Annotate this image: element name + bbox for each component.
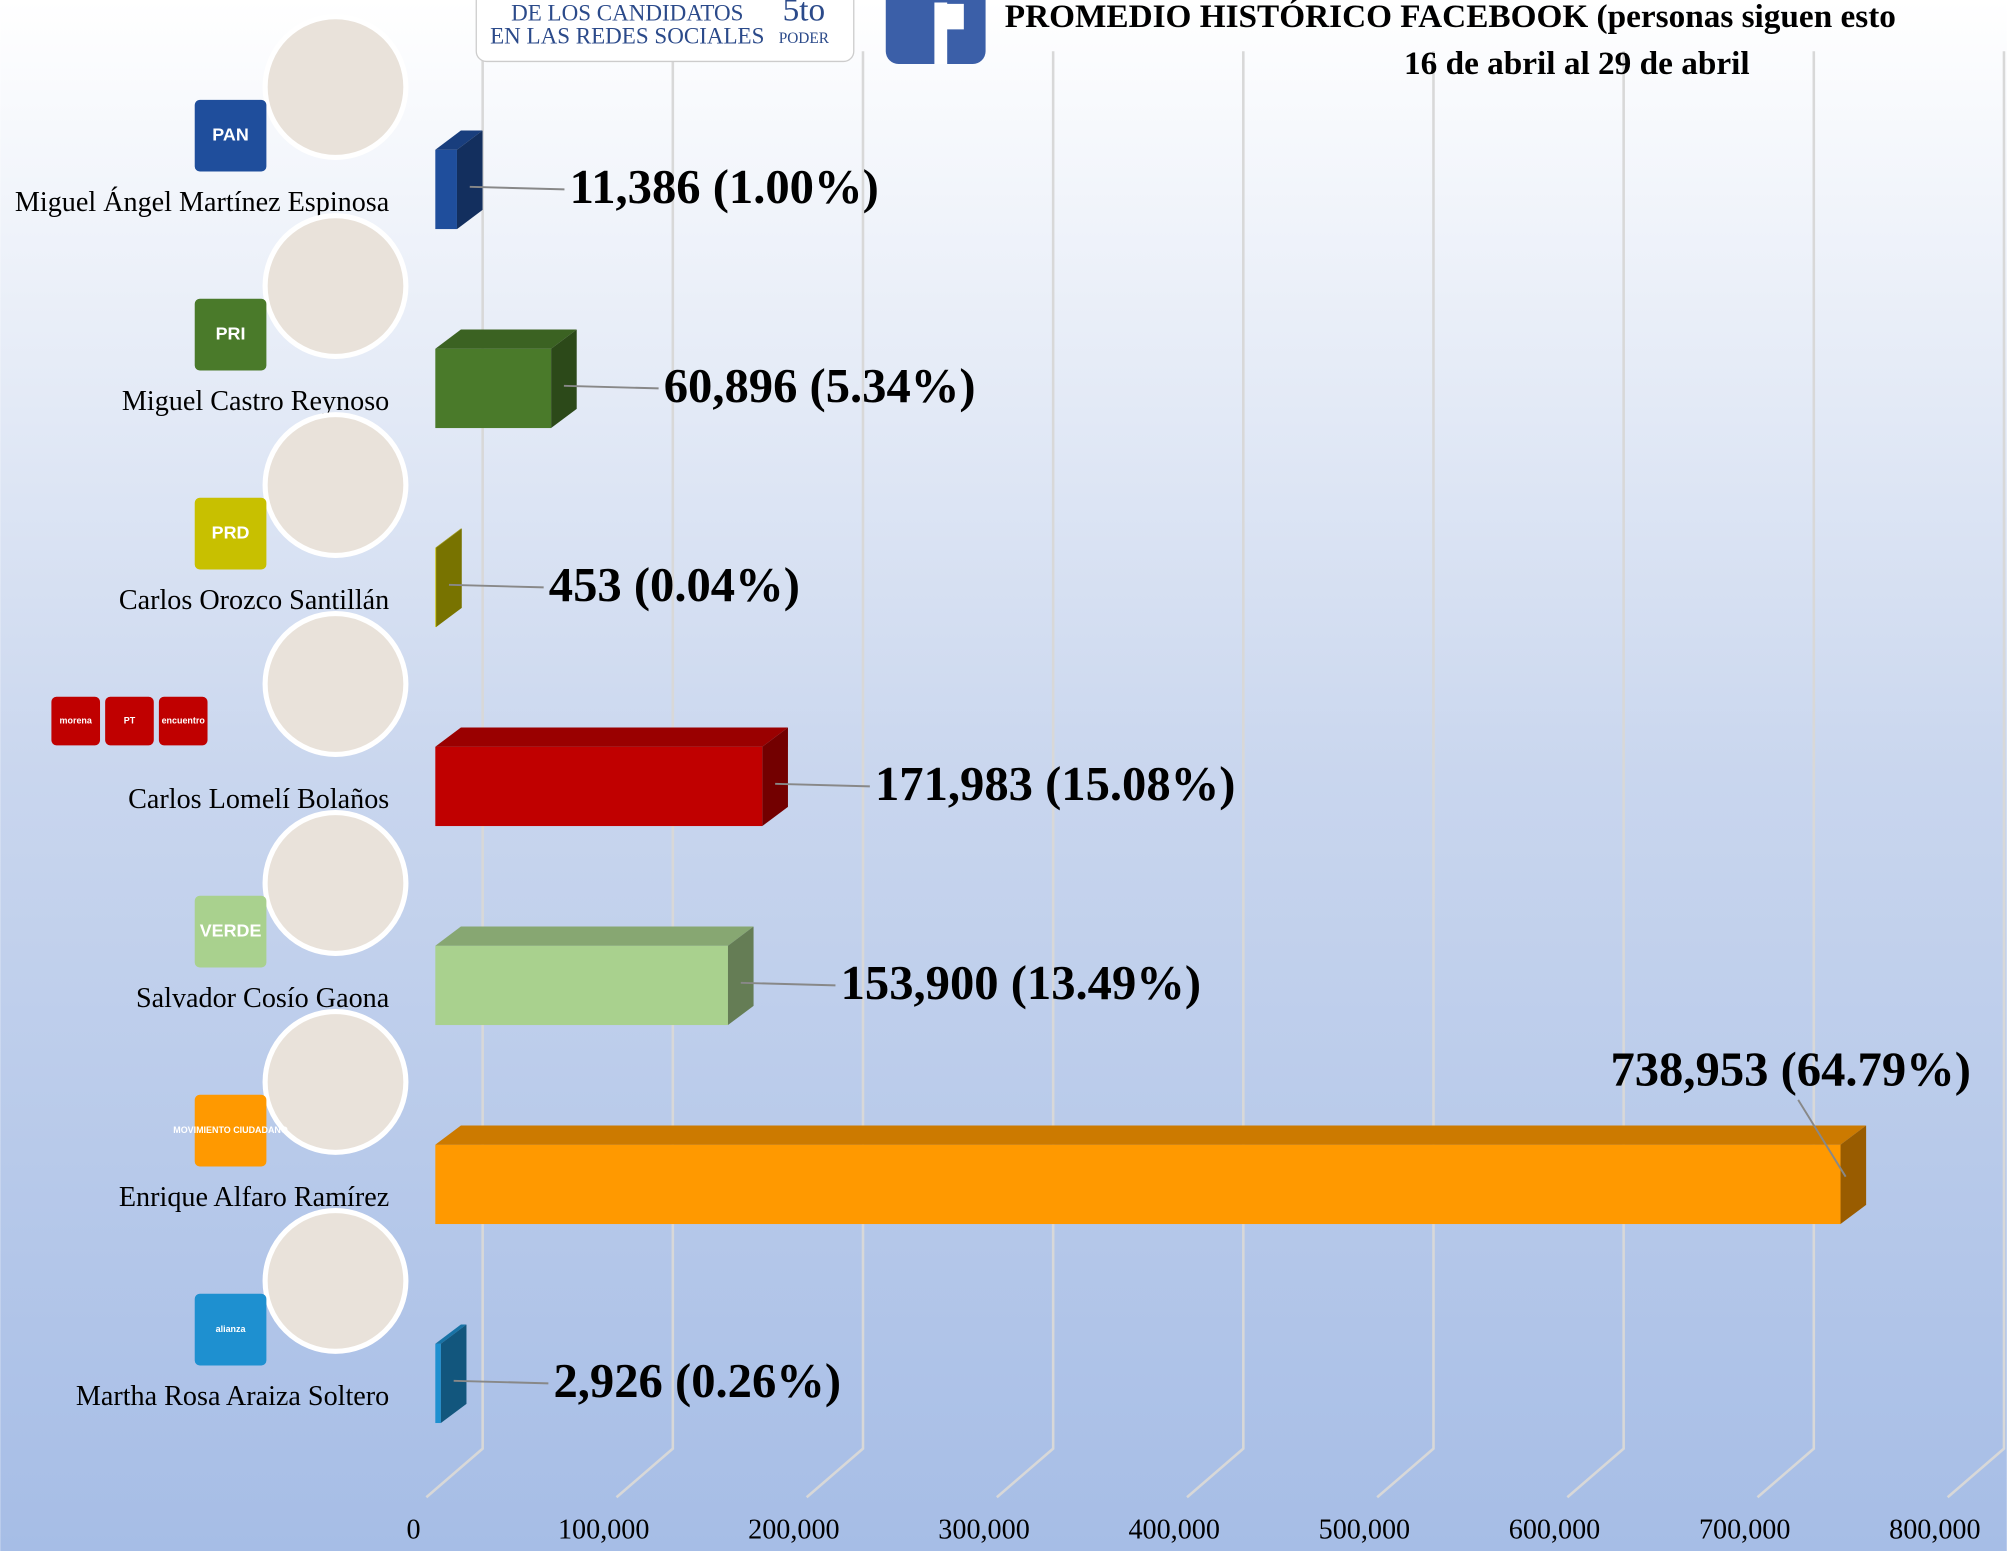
party-logo — [51, 696, 101, 746]
label-leader — [563, 384, 659, 390]
label-leader — [775, 782, 870, 788]
party-logo-text: PRI — [216, 323, 246, 343]
bar-front — [435, 1343, 441, 1424]
x-tick-label: 600,000 — [1509, 1514, 1600, 1545]
party-logo — [194, 895, 267, 968]
party-logo — [194, 99, 267, 172]
party-logo — [105, 696, 154, 746]
bar-side — [762, 727, 788, 827]
bar-top — [435, 926, 754, 946]
candidate-photo — [262, 611, 409, 757]
party-logo-text: MOVIMIENTO CIUDADANO — [173, 1125, 288, 1135]
grid-line — [805, 51, 865, 1499]
party-logo — [194, 298, 267, 371]
logo-text: DE LOS CANDIDATOS — [511, 0, 743, 26]
bar-front — [435, 348, 552, 429]
bar-front — [435, 945, 728, 1026]
party-logo — [194, 1293, 267, 1366]
bar-side — [727, 926, 754, 1026]
bar-front — [435, 547, 437, 628]
bar-side — [436, 528, 462, 628]
facebook-f — [934, 2, 964, 64]
bar-front — [435, 149, 457, 230]
category-label: Enrique Alfaro Ramírez — [119, 1182, 389, 1213]
x-tick-label: 300,000 — [938, 1514, 1029, 1545]
category-label: Martha Rosa Araiza Soltero — [76, 1381, 389, 1412]
candidate-photo — [262, 810, 409, 956]
category-label: Miguel Castro Reynoso — [122, 386, 389, 417]
category-label: Carlos Lomelí Bolaños — [128, 784, 389, 815]
grid-line — [425, 51, 484, 1499]
x-tick-label: 400,000 — [1128, 1514, 1219, 1545]
bar-side — [440, 1324, 467, 1424]
value-label: 11,386 (1.00%) — [570, 160, 879, 214]
category-label: Miguel Ángel Martínez Espinosa — [15, 187, 390, 218]
grid-line — [1566, 51, 1625, 1499]
logo-brand-sub: PODER — [779, 30, 830, 47]
label-leader — [448, 583, 544, 589]
candidate-photo — [262, 412, 409, 558]
grid-line — [615, 51, 675, 1499]
x-tick-label: 500,000 — [1319, 1514, 1410, 1545]
label-leader — [469, 185, 565, 191]
party-logo-text: encuentro — [162, 715, 206, 725]
party-logo-text: alianza — [216, 1324, 247, 1334]
value-label: 2,926 (0.26%) — [553, 1354, 841, 1408]
bar-side — [456, 130, 483, 230]
party-logo-text: PRD — [212, 522, 250, 542]
logo-brand: 5to — [783, 0, 826, 28]
party-logo — [194, 1094, 267, 1167]
bar-top — [435, 1324, 467, 1344]
grid-line — [1186, 51, 1245, 1499]
label-leader — [740, 981, 836, 987]
bar-front — [435, 1144, 1841, 1225]
category-label: Salvador Cosío Gaona — [136, 983, 390, 1014]
x-tick-label: 100,000 — [558, 1514, 649, 1545]
x-tick-label: 0 — [407, 1514, 421, 1545]
party-logo — [194, 497, 267, 570]
chart-title: PROMEDIO HISTÓRICO FACEBOOK (personas si… — [1005, 0, 1896, 35]
value-label: 738,953 (64.79%) — [1610, 1042, 1970, 1096]
x-tick-label: 800,000 — [1889, 1514, 1980, 1545]
bar-side — [551, 329, 577, 429]
bar-top — [435, 727, 788, 747]
bar-top — [435, 130, 483, 150]
bar-side — [1840, 1125, 1867, 1225]
value-label: 453 (0.04%) — [549, 558, 800, 612]
grid-line — [996, 51, 1055, 1499]
value-label: 153,900 (13.49%) — [841, 956, 1201, 1010]
candidate-photo — [262, 213, 409, 359]
grid-line — [1756, 51, 1816, 1499]
chart-subtitle: 16 de abril al 29 de abril — [1404, 45, 1750, 82]
grid-line — [1946, 51, 2006, 1499]
bar-top — [435, 1125, 1867, 1145]
bar-front — [435, 746, 763, 827]
party-logo-text: PT — [124, 715, 136, 725]
candidate-photo — [262, 1208, 409, 1354]
value-label: 171,983 (15.08%) — [875, 757, 1236, 811]
party-logo-text: PAN — [212, 124, 248, 144]
bar-top — [435, 528, 462, 548]
candidate-photo — [262, 14, 409, 160]
candidate-photo — [262, 1009, 409, 1155]
label-leader — [1797, 1099, 1847, 1178]
x-tick-label: 200,000 — [748, 1514, 839, 1545]
grid — [425, 51, 2006, 1499]
value-label: 60,896 (5.34%) — [664, 359, 976, 413]
party-logo-text: VERDE — [200, 920, 262, 940]
party-logo — [158, 696, 208, 746]
x-tick-label: 700,000 — [1699, 1514, 1790, 1545]
bar-top — [435, 329, 577, 349]
label-leader — [453, 1379, 549, 1385]
logo-text: EN LAS REDES SOCIALES — [490, 23, 764, 49]
party-logo-text: morena — [60, 715, 93, 725]
header-logo — [475, 0, 855, 63]
category-label: Carlos Orozco Santillán — [119, 585, 389, 616]
grid-line — [1376, 51, 1435, 1499]
